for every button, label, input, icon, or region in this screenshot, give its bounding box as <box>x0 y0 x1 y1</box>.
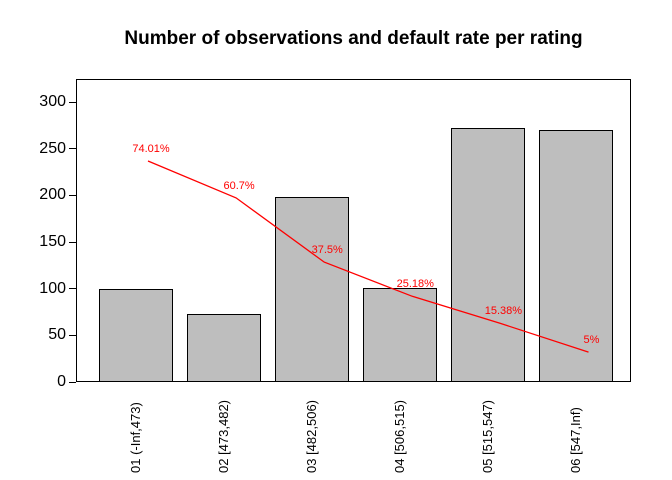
default-rate-label: 25.18% <box>396 278 434 291</box>
x-axis-label: 06 [547,Inf) <box>568 407 583 473</box>
x-axis-label: 04 [506,515) <box>391 399 407 473</box>
y-axis-tick <box>69 381 76 383</box>
bar-rating-1 <box>98 289 173 382</box>
x-axis-label: 01 (-Inf,473) <box>127 402 143 473</box>
bar-rating-2 <box>186 314 261 382</box>
y-axis-tick <box>69 288 76 290</box>
default-rate-label: 74.01% <box>132 142 170 155</box>
y-axis-tick-label: 200 <box>39 186 66 204</box>
y-axis-tick-label: 150 <box>39 233 66 250</box>
x-axis-label: 02 [473,482) <box>215 399 231 473</box>
y-axis-tick <box>69 194 76 196</box>
default-rate-label: 37.5% <box>311 244 343 257</box>
bar-rating-3 <box>274 197 349 382</box>
y-axis-tick-label: 300 <box>39 93 66 110</box>
bar-rating-4 <box>362 288 437 382</box>
default-rate-label: 15.38% <box>484 305 523 318</box>
x-axis-label: 05 [515,547) <box>479 399 495 473</box>
default-rate-label: 60.7% <box>223 179 255 192</box>
default-rate-label: 5% <box>583 334 600 347</box>
y-axis-tick <box>69 241 76 243</box>
y-axis-tick <box>69 101 76 103</box>
y-axis-tick-label: 250 <box>39 139 66 157</box>
bar-rating-5 <box>450 128 525 382</box>
y-axis-tick <box>69 148 76 150</box>
chart-title: Number of observations and default rate … <box>124 28 583 49</box>
y-axis-tick-label: 0 <box>57 373 66 390</box>
y-axis-tick <box>69 334 76 336</box>
x-axis-label: 03 [482,506) <box>303 399 319 473</box>
y-axis-tick-label: 50 <box>48 326 66 344</box>
y-axis-tick-label: 100 <box>39 279 66 297</box>
